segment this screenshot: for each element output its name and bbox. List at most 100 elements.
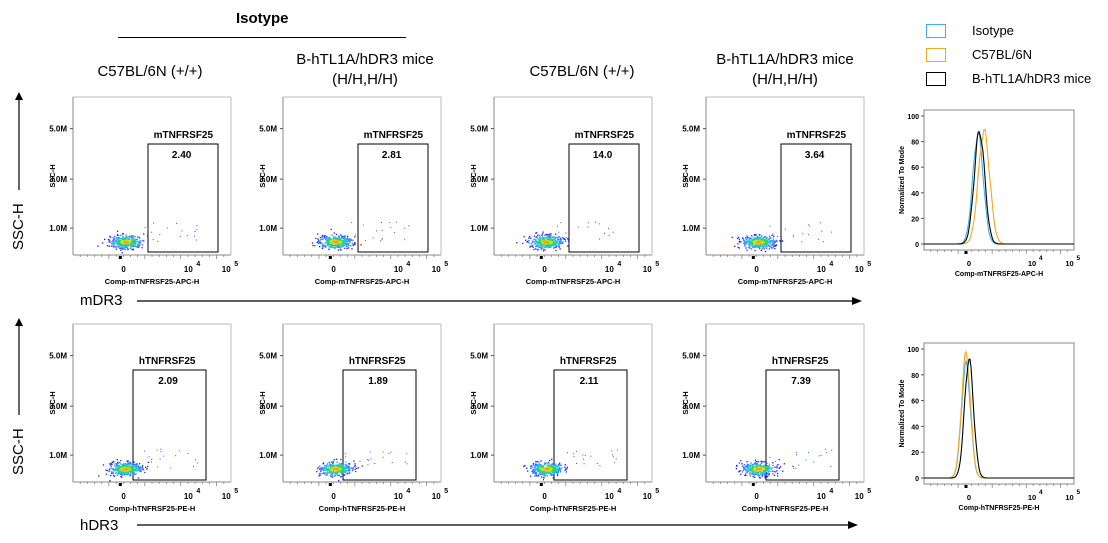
event-dot <box>553 242 555 244</box>
event-dot <box>745 242 747 245</box>
zero-marker <box>751 256 755 259</box>
event-dot <box>528 242 530 244</box>
event-dot <box>110 472 113 475</box>
event-dot <box>338 243 340 246</box>
event-dot <box>123 465 125 467</box>
event-dot <box>108 245 110 247</box>
y-axis-title: SSC-H <box>48 391 57 414</box>
event-dot <box>361 465 363 467</box>
x-tick-label: 0 <box>754 265 759 274</box>
event-dot <box>115 467 117 469</box>
event-dot <box>612 231 614 233</box>
event-dot <box>130 467 132 470</box>
event-dot <box>773 244 775 246</box>
event-dot <box>761 235 763 237</box>
x-tick-exponent: 5 <box>1077 255 1081 262</box>
event-dot <box>124 470 127 472</box>
event-dot <box>139 244 141 246</box>
event-dot <box>321 234 324 237</box>
event-dot <box>565 471 568 473</box>
event-dot <box>117 244 119 246</box>
event-dot <box>547 246 549 248</box>
event-dot <box>753 468 755 471</box>
event-dot <box>751 236 753 238</box>
event-dot <box>120 466 122 468</box>
event-dot <box>760 466 763 468</box>
event-dot <box>128 240 130 242</box>
event-dot <box>127 239 129 241</box>
event-dot <box>528 237 530 239</box>
event-dot <box>145 466 147 468</box>
event-dot <box>765 474 767 476</box>
event-dot <box>129 242 132 244</box>
event-dot <box>128 464 130 466</box>
event-dot <box>109 463 111 465</box>
event-dot <box>538 468 540 470</box>
event-dot <box>758 241 760 243</box>
event-dot <box>542 250 545 252</box>
event-dot <box>406 463 408 465</box>
event-dot <box>147 465 149 468</box>
event-dot <box>554 467 557 469</box>
event-dot <box>546 243 548 245</box>
y-tick-label: 5.0M <box>49 125 67 134</box>
event-dot <box>540 465 543 467</box>
event-dot <box>555 244 557 246</box>
event-dot <box>535 461 537 463</box>
event-dot <box>540 468 542 470</box>
event-dot <box>109 470 111 472</box>
event-dot <box>348 238 350 240</box>
event-dot <box>749 247 751 249</box>
event-dot <box>552 242 554 244</box>
y-tick-label: 5.0M <box>259 125 277 134</box>
event-dot <box>759 236 761 239</box>
event-dot <box>544 240 547 242</box>
event-dot <box>756 474 759 476</box>
event-dot <box>564 240 567 242</box>
event-dot <box>338 468 340 470</box>
event-dot <box>352 467 354 469</box>
event-dot <box>133 245 135 247</box>
event-dot <box>120 469 122 472</box>
event-dot <box>194 235 195 237</box>
event-dot <box>535 472 538 475</box>
event-dot <box>536 465 538 467</box>
event-dot <box>560 238 562 241</box>
event-dot <box>538 244 541 247</box>
event-dot <box>341 467 343 469</box>
event-dot <box>556 472 558 474</box>
event-dot <box>130 470 132 472</box>
event-dot <box>125 240 127 243</box>
y-tick-label: 60 <box>911 165 919 172</box>
event-dot <box>133 463 135 466</box>
event-dot <box>121 243 123 245</box>
event-dot <box>554 464 556 466</box>
event-dot <box>128 470 130 473</box>
event-dot <box>750 473 752 475</box>
event-dot <box>552 465 555 468</box>
event-dot <box>763 465 765 468</box>
event-dot <box>535 239 537 241</box>
event-dot <box>559 241 561 243</box>
event-dot <box>340 244 342 246</box>
event-dot <box>763 239 765 241</box>
event-dot <box>553 466 555 468</box>
event-dot <box>749 238 751 240</box>
event-dot <box>765 468 767 470</box>
event-dot <box>316 241 318 244</box>
event-dot <box>537 234 539 236</box>
event-dot <box>116 466 118 468</box>
event-dot <box>335 464 337 467</box>
event-dot <box>766 469 768 471</box>
event-dot <box>770 237 772 239</box>
event-dot <box>329 472 332 474</box>
event-dot <box>552 462 554 464</box>
event-dot <box>535 245 537 248</box>
event-dot <box>564 464 566 466</box>
event-dot <box>117 462 119 465</box>
y-axis-title: Normalized To Mode <box>899 146 906 214</box>
event-dot <box>771 243 773 245</box>
x-tick-exponent: 4 <box>1039 489 1043 496</box>
event-dot <box>818 238 820 240</box>
event-dot <box>746 240 748 242</box>
